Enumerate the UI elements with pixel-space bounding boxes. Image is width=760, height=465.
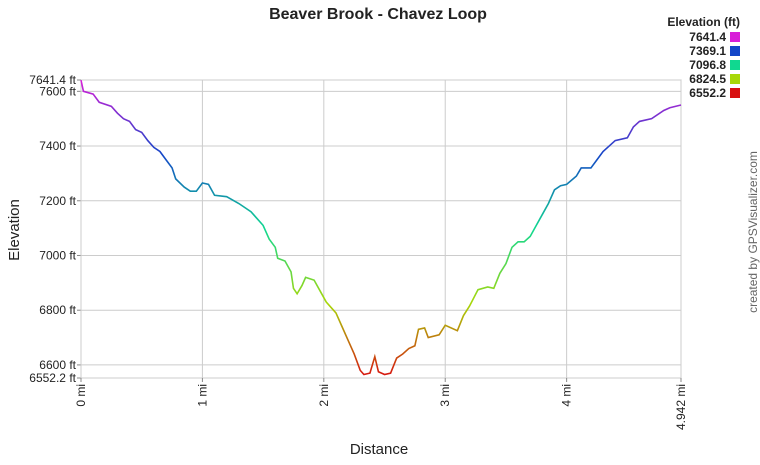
y-tick-label: 7200 ft [39, 194, 76, 208]
legend-swatch [730, 60, 740, 70]
legend-swatch [730, 74, 740, 84]
credit: created by GPSVisualizer.com [746, 151, 760, 313]
y-tick-label: 7600 ft [39, 84, 76, 98]
x-tick-label: 4 mi [560, 384, 574, 407]
y-axis-label: Elevation [6, 199, 23, 261]
legend-label: 7096.8 [689, 58, 726, 72]
legend-swatch [730, 32, 740, 42]
legend-label: 6824.5 [689, 72, 726, 86]
plot-area [80, 79, 682, 379]
x-tick-label: 4.942 mi [674, 384, 688, 430]
legend-swatch [730, 46, 740, 56]
y-tick-label: 6552.2 ft [29, 371, 76, 385]
legend-label: 6552.2 [689, 86, 726, 100]
x-tick-label: 1 mi [195, 384, 209, 407]
chart-title: Beaver Brook - Chavez Loop [269, 6, 487, 23]
legend-label: 7641.4 [689, 30, 726, 44]
elevation-line [80, 79, 682, 376]
y-tick-label: 6600 ft [39, 358, 76, 372]
legend-label: 7369.1 [689, 44, 726, 58]
y-tick-label: 7400 ft [39, 139, 76, 153]
x-tick-label: 2 mi [317, 384, 331, 407]
y-tick-label: 7641.4 ft [29, 73, 76, 87]
x-axis-label: Distance [350, 441, 408, 458]
legend-title: Elevation (ft) [667, 15, 740, 29]
y-tick-label: 6800 ft [39, 303, 76, 317]
x-tick-label: 0 mi [74, 384, 88, 407]
x-tick-label: 3 mi [438, 384, 452, 407]
y-tick-label: 7000 ft [39, 248, 76, 262]
legend-swatch [730, 88, 740, 98]
